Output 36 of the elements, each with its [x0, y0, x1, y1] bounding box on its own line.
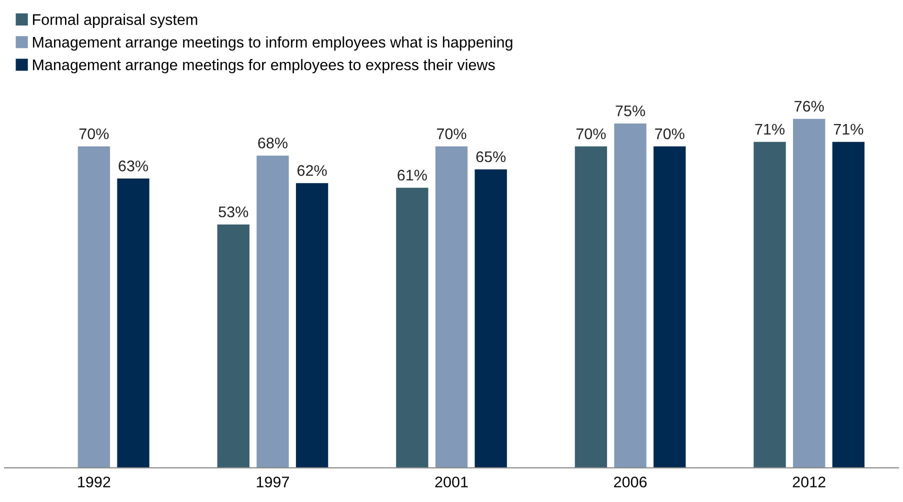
- bar: [574, 146, 608, 468]
- bar: [78, 146, 110, 468]
- bar: [654, 146, 686, 468]
- bar: [256, 156, 289, 468]
- data-label: 70%: [436, 128, 466, 140]
- data-label: 71%: [755, 124, 784, 135]
- data-label: 75%: [616, 106, 646, 116]
- data-label: 70%: [576, 128, 606, 140]
- bar: [396, 188, 428, 468]
- legend-label: Formal appraisal system: [32, 14, 198, 28]
- bar: [296, 183, 328, 468]
- data-label: 65%: [476, 151, 506, 162]
- x-tick-label: 1997: [256, 476, 289, 488]
- data-label: 71%: [834, 124, 864, 135]
- x-tick-label: 2006: [614, 476, 647, 488]
- bar: [435, 146, 468, 468]
- data-label: 70%: [655, 128, 684, 140]
- bar: [754, 142, 786, 468]
- data-label: 61%: [398, 170, 427, 181]
- data-label: 53%: [218, 206, 248, 218]
- x-tick-label: 2001: [435, 476, 468, 488]
- legend-label: Management arrange meetings for employees to express their views: [32, 59, 495, 74]
- bar: [474, 169, 507, 468]
- bar: [217, 224, 250, 468]
- x-tick-label: 2012: [792, 476, 826, 488]
- data-label: 63%: [118, 160, 148, 172]
- data-label: 70%: [79, 128, 109, 140]
- bar: [832, 142, 865, 468]
- data-label: 62%: [298, 165, 327, 176]
- x-tick-label: 1992: [78, 476, 110, 488]
- data-label: 76%: [794, 100, 824, 112]
- legend-label: Management arrange meetings to inform employees what is happening: [32, 36, 512, 51]
- bar: [614, 123, 646, 468]
- data-label: 68%: [258, 138, 288, 148]
- bar: [117, 178, 150, 468]
- bar: [792, 118, 826, 468]
